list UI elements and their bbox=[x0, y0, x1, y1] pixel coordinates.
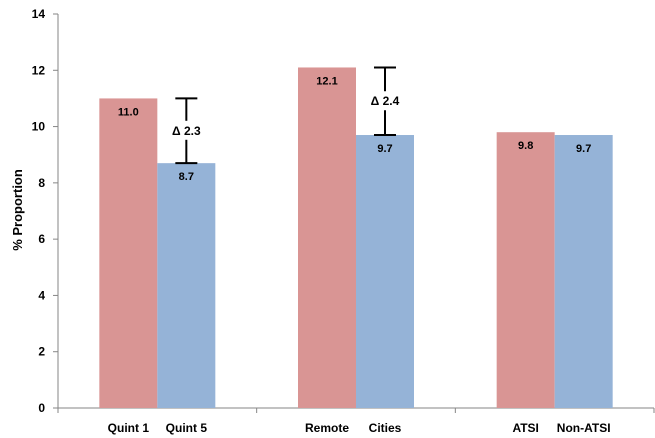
bar-value-label: 8.7 bbox=[179, 171, 194, 183]
bar bbox=[356, 135, 414, 408]
difference-label: Δ 2.4 bbox=[371, 94, 400, 108]
x-category-label: Quint 1 bbox=[108, 421, 150, 435]
y-tick-label: 2 bbox=[38, 345, 45, 359]
x-category-label: Remote bbox=[305, 421, 349, 435]
y-tick-label: 12 bbox=[32, 63, 46, 77]
y-tick-label: 4 bbox=[38, 288, 45, 302]
bar-value-label: 9.8 bbox=[518, 140, 533, 152]
x-category-label: Non-ATSI bbox=[557, 421, 611, 435]
bar-value-label: 9.7 bbox=[576, 143, 591, 155]
x-category-label: ATSI bbox=[512, 421, 538, 435]
y-tick-label: 6 bbox=[38, 232, 45, 246]
difference-label: Δ 2.3 bbox=[172, 124, 201, 138]
chart-text: 0 2 4 6 8 10 12 14 11.0 Quint 1 8.7 Quint 5 Δ 2.3 12.… bbox=[32, 7, 611, 435]
y-tick-label: 10 bbox=[32, 120, 46, 134]
bar-value-label: 12.1 bbox=[316, 75, 337, 87]
bar bbox=[496, 132, 555, 408]
bar-value-label: 11.0 bbox=[118, 106, 139, 118]
bar bbox=[99, 98, 158, 408]
bar bbox=[157, 163, 216, 408]
bar-value-label: 9.7 bbox=[377, 143, 392, 155]
x-category-label: Cities bbox=[369, 421, 402, 435]
x-category-label: Quint 5 bbox=[166, 421, 208, 435]
bars bbox=[99, 66, 613, 408]
bar bbox=[554, 135, 613, 408]
y-tick-label: 0 bbox=[38, 401, 45, 415]
bar bbox=[298, 67, 356, 408]
y-tick-label: 8 bbox=[38, 176, 45, 190]
y-axis-label: % Proportion bbox=[10, 169, 25, 251]
y-tick-label: 14 bbox=[32, 7, 46, 21]
